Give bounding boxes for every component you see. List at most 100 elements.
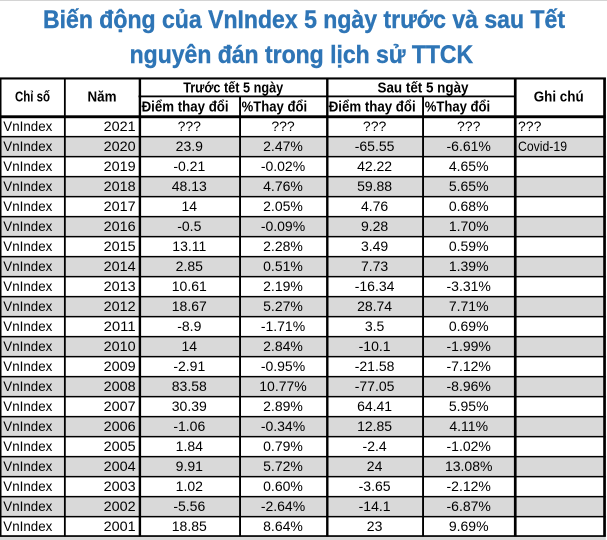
svg-text:VnIndex: VnIndex xyxy=(3,178,52,194)
svg-text:2002: 2002 xyxy=(104,498,136,514)
svg-text:2.89%: 2.89% xyxy=(263,398,303,414)
svg-text:-3.31%: -3.31% xyxy=(447,278,491,294)
svg-text:13.11: 13.11 xyxy=(172,238,206,254)
svg-text:-77.05: -77.05 xyxy=(355,378,395,394)
svg-text:4.76%: 4.76% xyxy=(263,178,303,194)
svg-text:1.02: 1.02 xyxy=(176,478,203,494)
svg-text:???: ??? xyxy=(363,118,387,134)
svg-text:42.22: 42.22 xyxy=(357,158,392,174)
svg-text:VnIndex: VnIndex xyxy=(3,138,52,154)
svg-text:0.51%: 0.51% xyxy=(263,258,303,274)
svg-text:2.19%: 2.19% xyxy=(263,278,303,294)
svg-text:12.85: 12.85 xyxy=(357,418,392,434)
svg-text:VnIndex: VnIndex xyxy=(3,378,52,394)
svg-text:-7.12%: -7.12% xyxy=(447,358,491,374)
svg-text:VnIndex: VnIndex xyxy=(3,158,52,174)
svg-text:2.47%: 2.47% xyxy=(263,138,303,154)
svg-text:24: 24 xyxy=(367,458,383,474)
svg-text:Covid-19: Covid-19 xyxy=(518,138,567,154)
svg-text:2012: 2012 xyxy=(104,298,136,314)
svg-text:-21.58: -21.58 xyxy=(355,358,395,374)
svg-text:7.73: 7.73 xyxy=(361,258,388,274)
svg-text:-2.4: -2.4 xyxy=(363,438,387,454)
svg-text:2017: 2017 xyxy=(104,198,136,214)
svg-text:VnIndex: VnIndex xyxy=(3,258,52,274)
svg-text:VnIndex: VnIndex xyxy=(3,338,52,354)
svg-text:18.67: 18.67 xyxy=(172,298,207,314)
svg-text:5.72%: 5.72% xyxy=(263,458,303,474)
svg-text:0.60%: 0.60% xyxy=(263,478,303,494)
svg-text:VnIndex: VnIndex xyxy=(3,518,52,534)
svg-text:-0.21: -0.21 xyxy=(173,158,205,174)
svg-text:4.11%: 4.11% xyxy=(449,418,488,434)
svg-text:1.84: 1.84 xyxy=(176,438,203,454)
svg-text:9.91: 9.91 xyxy=(176,458,203,474)
svg-text:5.65%: 5.65% xyxy=(449,178,489,194)
svg-text:23.9: 23.9 xyxy=(176,138,203,154)
svg-text:2.28%: 2.28% xyxy=(263,238,303,254)
svg-text:2005: 2005 xyxy=(104,438,136,454)
svg-text:2016: 2016 xyxy=(104,218,136,234)
svg-text:Điểm thay đổi: Điểm thay đổi xyxy=(329,99,416,115)
svg-text:14: 14 xyxy=(182,198,198,214)
svg-text:59.88: 59.88 xyxy=(357,178,392,194)
svg-text:0.69%: 0.69% xyxy=(449,318,489,334)
svg-text:-2.64%: -2.64% xyxy=(261,498,305,514)
svg-text:Trước tết 5 ngày: Trước tết 5 ngày xyxy=(183,80,283,96)
svg-text:2.85: 2.85 xyxy=(176,258,203,274)
svg-text:-0.09%: -0.09% xyxy=(261,218,305,234)
svg-text:2011: 2011 xyxy=(104,318,136,334)
svg-text:2007: 2007 xyxy=(104,398,136,414)
svg-text:48.13: 48.13 xyxy=(172,178,207,194)
svg-text:23: 23 xyxy=(367,518,383,534)
svg-text:9.69%: 9.69% xyxy=(449,518,489,534)
svg-text:9.28: 9.28 xyxy=(361,218,388,234)
svg-text:VnIndex: VnIndex xyxy=(3,458,52,474)
svg-text:VnIndex: VnIndex xyxy=(3,438,52,454)
svg-text:5.95%: 5.95% xyxy=(449,398,489,414)
svg-text:64.41: 64.41 xyxy=(357,398,392,414)
svg-text:5.27%: 5.27% xyxy=(263,298,303,314)
svg-text:???: ??? xyxy=(271,118,295,134)
svg-text:3.5: 3.5 xyxy=(365,318,385,334)
svg-text:-6.61%: -6.61% xyxy=(447,138,491,154)
svg-text:2020: 2020 xyxy=(104,138,136,154)
svg-text:3.49: 3.49 xyxy=(361,238,388,254)
svg-text:-8.96%: -8.96% xyxy=(447,378,491,394)
svg-text:-16.34: -16.34 xyxy=(355,278,395,294)
svg-text:-1.02%: -1.02% xyxy=(447,438,491,454)
svg-text:2003: 2003 xyxy=(104,478,136,494)
svg-text:???: ??? xyxy=(178,118,202,134)
svg-text:14: 14 xyxy=(182,338,198,354)
svg-text:VnIndex: VnIndex xyxy=(3,498,52,514)
svg-text:-1.99%: -1.99% xyxy=(447,338,491,354)
svg-text:13.08%: 13.08% xyxy=(445,458,492,474)
svg-text:-5.56: -5.56 xyxy=(173,498,205,514)
svg-text:Ghi chú: Ghi chú xyxy=(534,89,584,105)
svg-text:Chỉ số: Chỉ số xyxy=(15,89,50,105)
svg-text:2014: 2014 xyxy=(104,258,136,274)
svg-text:4.65%: 4.65% xyxy=(449,158,489,174)
svg-text:VnIndex: VnIndex xyxy=(3,298,52,314)
svg-text:-3.65: -3.65 xyxy=(359,478,391,494)
svg-text:VnIndex: VnIndex xyxy=(3,358,52,374)
svg-text:-6.87%: -6.87% xyxy=(447,498,491,514)
svg-text:%Thay đổi: %Thay đổi xyxy=(425,99,491,115)
svg-text:-2.91: -2.91 xyxy=(173,358,205,374)
svg-text:2019: 2019 xyxy=(104,158,136,174)
svg-text:2018: 2018 xyxy=(104,178,136,194)
svg-text:-65.55: -65.55 xyxy=(355,138,395,154)
svg-text:0.68%: 0.68% xyxy=(449,198,489,214)
svg-text:nguyên đán trong lịch sử TTCK: nguyên đán trong lịch sử TTCK xyxy=(130,41,474,69)
svg-text:Năm: Năm xyxy=(88,89,117,105)
svg-text:4.76: 4.76 xyxy=(361,198,388,214)
svg-text:0.59%: 0.59% xyxy=(449,238,489,254)
svg-text:-0.34%: -0.34% xyxy=(261,418,305,434)
svg-text:10.77%: 10.77% xyxy=(259,378,306,394)
svg-text:18.85: 18.85 xyxy=(172,518,207,534)
svg-text:28.74: 28.74 xyxy=(357,298,392,314)
svg-text:2001: 2001 xyxy=(104,518,136,534)
svg-text:Biến động của VnIndex 5 ngày t: Biến động của VnIndex 5 ngày trước và sa… xyxy=(43,6,566,34)
svg-text:2009: 2009 xyxy=(104,358,136,374)
svg-text:VnIndex: VnIndex xyxy=(3,118,52,134)
